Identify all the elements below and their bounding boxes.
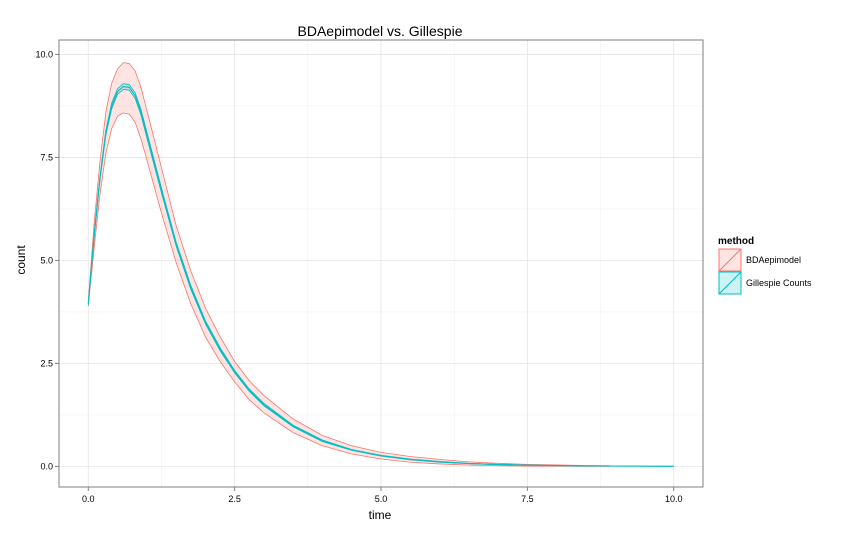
mean-line-bdaepimodel bbox=[87, 86, 610, 467]
legend-label-bdaepimodel: BDAepimodel bbox=[746, 255, 801, 265]
y-tick-label: 7.5 bbox=[40, 152, 53, 162]
major-grid bbox=[59, 40, 703, 487]
chart-title: BDAepimodel vs. Gillespie bbox=[298, 23, 463, 39]
y-tick-label: 0.0 bbox=[40, 461, 53, 471]
legend-title: method bbox=[718, 236, 754, 247]
legend-key-line-bdaepimodel bbox=[718, 248, 742, 272]
y-tick-label: 5.0 bbox=[40, 255, 53, 265]
legend-label-gillespie-counts: Gillespie Counts bbox=[746, 278, 812, 288]
y-tick-label: 2.5 bbox=[40, 358, 53, 368]
series-bdaepimodel bbox=[87, 62, 610, 467]
legend: method BDAepimodel Gillespie Counts bbox=[718, 236, 812, 295]
y-tick-label: 10.0 bbox=[35, 49, 53, 59]
y-axis: 0.0 2.5 5.0 7.5 10.0 bbox=[35, 49, 59, 471]
series-layer bbox=[87, 62, 674, 467]
lower-bound-bdaepimodel bbox=[87, 112, 610, 467]
x-tick-label: 7.5 bbox=[521, 494, 534, 504]
x-tick-label: 10.0 bbox=[665, 494, 683, 504]
x-tick-label: 5.0 bbox=[375, 494, 388, 504]
y-axis-title: count bbox=[14, 245, 28, 275]
x-axis-title: time bbox=[369, 508, 392, 522]
x-tick-label: 2.5 bbox=[228, 494, 241, 504]
x-axis: 0.0 2.5 5.0 7.5 10.0 bbox=[82, 487, 682, 504]
x-tick-label: 0.0 bbox=[82, 494, 95, 504]
mean-line-gillespie-counts bbox=[87, 86, 674, 467]
ribbon-bdaepimodel bbox=[88, 62, 610, 467]
legend-key-line-gillespie-counts bbox=[718, 271, 742, 295]
series-gillespie-counts bbox=[87, 83, 674, 467]
legend-item-gillespie-counts: Gillespie Counts bbox=[718, 271, 812, 295]
legend-item-bdaepimodel: BDAepimodel bbox=[718, 248, 801, 272]
upper-bound-bdaepimodel bbox=[87, 62, 610, 467]
